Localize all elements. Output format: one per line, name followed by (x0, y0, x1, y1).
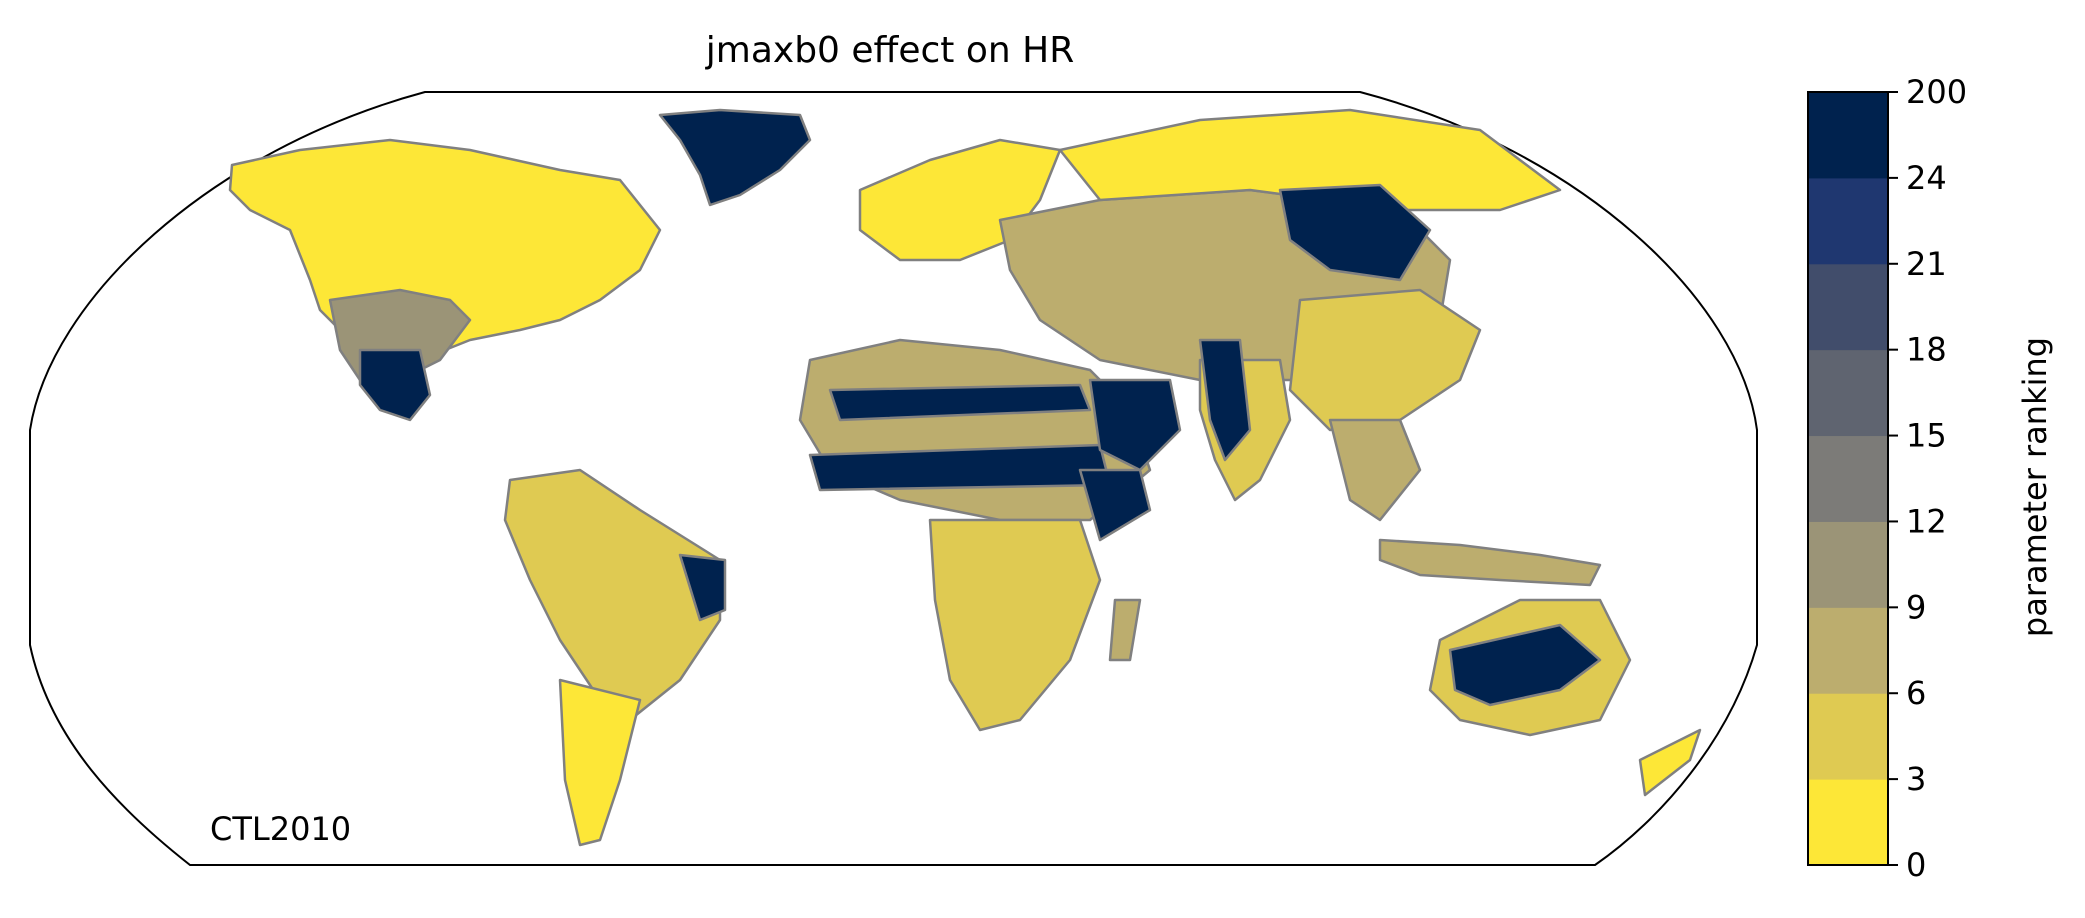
region-madagascar (1108, 598, 1142, 662)
region-brazil-east (678, 553, 727, 622)
colorbar-bin (1808, 92, 1888, 179)
colorbar-bin (1808, 263, 1888, 351)
colorbar-tick-label: 21 (1906, 245, 1947, 283)
region-southern-africa (928, 518, 1102, 732)
region-greenland (658, 108, 812, 207)
colorbar-tick-label: 200 (1906, 73, 1967, 111)
region-mexico (358, 348, 432, 422)
region-indonesia (1378, 538, 1602, 587)
chart-title: jmaxb0 effect on HR (705, 30, 1074, 71)
colorbar-bin (1808, 435, 1888, 522)
region-china (1288, 288, 1482, 432)
region-new-zealand (1638, 728, 1702, 797)
region-arabia (1088, 378, 1182, 472)
region-southern-cone (558, 678, 642, 847)
region-siberia (1058, 108, 1562, 212)
colorbar-ticks: 0 3 6 9 12 15 18 21 24 200 (1888, 73, 1967, 884)
region-india-west (1198, 338, 1252, 462)
colorbar-tick-label: 15 (1906, 417, 1947, 455)
region-sahara-band-north (828, 383, 1092, 422)
region-australia-interior (1448, 623, 1602, 707)
colorbar-tick-label: 0 (1906, 846, 1926, 884)
region-southeast-asia (1328, 418, 1422, 522)
region-south-america (503, 468, 722, 722)
colorbar-bin (1808, 693, 1888, 780)
colorbar-tick-label: 18 (1906, 331, 1947, 369)
colorbar-tick-label: 3 (1906, 760, 1926, 798)
colorbar-bin (1808, 779, 1888, 866)
colorbar (1807, 91, 1889, 866)
scenario-label: CTL2010 (210, 810, 351, 848)
land-layer (228, 108, 1702, 847)
colorbar-bin (1808, 607, 1888, 694)
colorbar-tick-label: 24 (1906, 159, 1947, 197)
colorbar-label: parameter ranking (2016, 337, 2054, 637)
colorbar-bin (1808, 349, 1888, 437)
colorbar-frame (1807, 91, 1889, 866)
colorbar-tick-label: 6 (1906, 674, 1926, 712)
region-central-siberia-hotspot (1278, 183, 1432, 282)
colorbar-bin (1808, 521, 1888, 608)
colorbar-tick-label: 9 (1906, 588, 1926, 626)
colorbar-bin (1808, 177, 1888, 265)
region-horn-of-africa (1078, 468, 1152, 542)
colorbar-tick-label: 12 (1906, 502, 1947, 540)
